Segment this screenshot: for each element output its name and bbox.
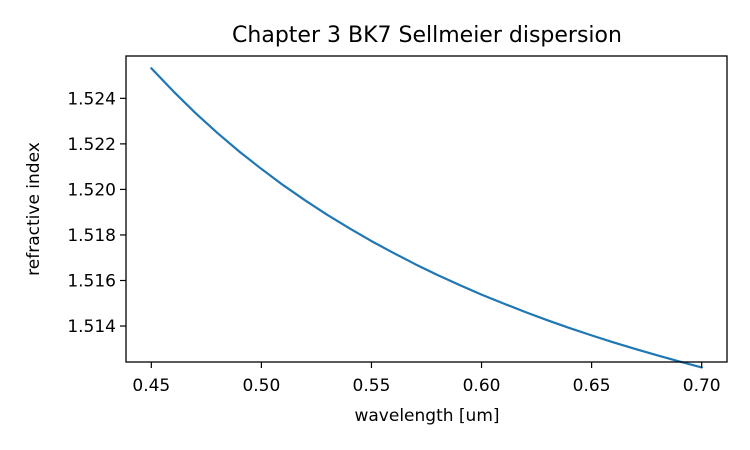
x-tick-label: 0.70: [683, 376, 721, 396]
x-axis-label: wavelength [um]: [354, 406, 499, 426]
x-tick-label: 0.55: [353, 376, 391, 396]
y-axis-label: refractive index: [24, 142, 44, 276]
x-axis: 0.45 0.50 0.55 0.60 0.65 0.70: [132, 362, 721, 396]
y-tick-label: 1.522: [67, 135, 116, 155]
y-tick-label: 1.520: [67, 180, 116, 200]
x-tick-label: 0.65: [573, 376, 611, 396]
x-tick-label: 0.45: [132, 376, 170, 396]
y-tick-label: 1.524: [67, 89, 116, 109]
y-tick-label: 1.514: [67, 317, 116, 337]
chart-title: Chapter 3 BK7 Sellmeier dispersion: [232, 23, 622, 48]
y-tick-label: 1.516: [67, 271, 116, 291]
y-axis: 1.514 1.516 1.518 1.520 1.522 1.524: [67, 89, 126, 337]
axes-frame: [125, 55, 728, 363]
x-tick-label: 0.60: [463, 376, 501, 396]
series-line: [150, 67, 703, 369]
plot-area: [125, 55, 728, 369]
x-tick-label: 0.50: [242, 376, 280, 396]
y-tick-label: 1.518: [67, 226, 116, 246]
